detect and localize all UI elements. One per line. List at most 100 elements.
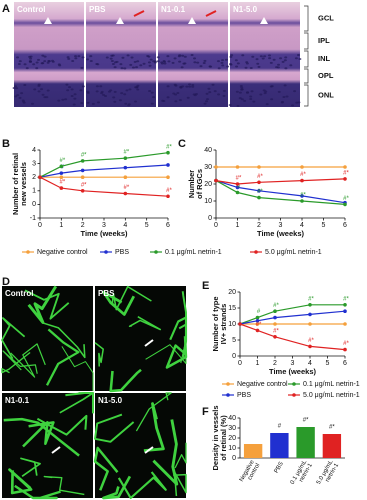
vessel: [1, 351, 31, 374]
data-point: [238, 322, 242, 326]
significance-mark: #*: [343, 296, 349, 302]
significance-mark: #*: [343, 341, 349, 347]
nucleus: [65, 83, 69, 86]
y-tick-label: 4: [32, 147, 36, 154]
nucleus: [190, 53, 194, 56]
vessel: [111, 285, 152, 311]
nucleus: [20, 92, 24, 95]
nucleus: [229, 63, 233, 66]
legend-marker: [154, 250, 158, 254]
x-tick-label: 5: [326, 360, 330, 367]
nucleus: [37, 90, 41, 93]
nucleus: [80, 66, 84, 69]
nucleus: [268, 57, 272, 60]
legend-label: PBS: [115, 249, 129, 256]
significance-mark: #*: [300, 193, 306, 199]
vessel: [61, 346, 94, 391]
nucleus: [119, 63, 123, 66]
x-tick-label: 6: [166, 222, 170, 229]
data-point: [300, 199, 304, 203]
nucleus: [224, 58, 228, 61]
nucleus: [136, 60, 140, 63]
significance-mark: #*: [257, 189, 263, 195]
nucleus: [156, 56, 160, 59]
nucleus: [171, 61, 175, 64]
significance-mark: #*: [273, 303, 279, 309]
image-caption: Control: [17, 5, 45, 14]
data-point: [343, 165, 347, 169]
data-point: [300, 178, 304, 183]
nucleus: [136, 88, 140, 91]
nucleus: [259, 93, 263, 96]
significance-mark: #: [257, 309, 261, 315]
image-caption: PBS: [98, 289, 115, 298]
nucleus: [265, 103, 269, 106]
nucleus: [235, 65, 239, 68]
nucleus: [67, 57, 71, 60]
image-caption: N1-0.1: [161, 5, 186, 14]
y-tick-label: 0: [208, 215, 212, 222]
nucleus: [206, 98, 210, 101]
nucleus: [249, 97, 253, 100]
nucleus: [246, 91, 250, 94]
panel-label: C: [178, 138, 186, 150]
data-point: [255, 315, 260, 320]
nucleus: [217, 93, 221, 96]
nucleus: [73, 97, 77, 100]
nucleus: [202, 62, 206, 65]
nucleus: [100, 90, 104, 93]
nucleus: [61, 98, 65, 101]
legend-marker: [226, 393, 230, 397]
data-point: [59, 164, 64, 169]
data-point: [273, 315, 277, 320]
layer-label: IPL: [318, 36, 330, 45]
nucleus: [222, 89, 226, 92]
nucleus: [230, 54, 234, 57]
y-axis-title: Number of typeIV+ strands: [211, 296, 228, 351]
vessel: [2, 350, 38, 374]
vessel: [174, 442, 187, 469]
data-point: [255, 328, 260, 333]
data-point: [235, 182, 240, 186]
x-tick-label: 3: [291, 360, 295, 367]
legend-label: 5.0 μg/mL netrin-1: [303, 392, 360, 399]
nucleus: [259, 55, 263, 58]
nucleus: [263, 92, 267, 95]
data-point: [235, 185, 240, 190]
data-point: [343, 322, 347, 326]
panel-label: A: [2, 3, 10, 15]
nucleus: [173, 57, 177, 60]
vessel: [42, 322, 86, 359]
nucleus: [185, 85, 189, 88]
legend-marker: [26, 250, 30, 254]
nucleus: [113, 90, 117, 93]
image-caption: N1-5.0: [233, 5, 258, 14]
x-tick-label: 0: [238, 360, 242, 367]
nucleus: [113, 100, 117, 103]
nucleus: [64, 98, 68, 101]
data-point: [343, 303, 347, 307]
nucleus: [205, 92, 209, 95]
vessel: [165, 336, 188, 369]
data-point: [59, 175, 64, 179]
vessel: [145, 339, 187, 365]
nucleus: [238, 91, 242, 94]
nucleus: [240, 86, 244, 89]
nucleus: [29, 60, 33, 63]
nucleus: [284, 67, 288, 70]
nucleus: [148, 90, 152, 93]
nucleus: [43, 60, 47, 63]
vessel: [117, 471, 167, 500]
white-arrow: [144, 339, 154, 347]
nucleus: [294, 57, 298, 60]
nucleus: [188, 85, 192, 88]
vessel: [109, 368, 142, 393]
nucleus: [178, 99, 182, 102]
y-tick-label: 0: [232, 353, 236, 360]
nucleus: [134, 86, 138, 89]
y-tick-label: 10: [228, 321, 236, 328]
vessel: [102, 290, 136, 316]
nucleus: [193, 61, 197, 64]
layer-label: GCL: [318, 13, 334, 22]
nucleus: [35, 67, 39, 70]
